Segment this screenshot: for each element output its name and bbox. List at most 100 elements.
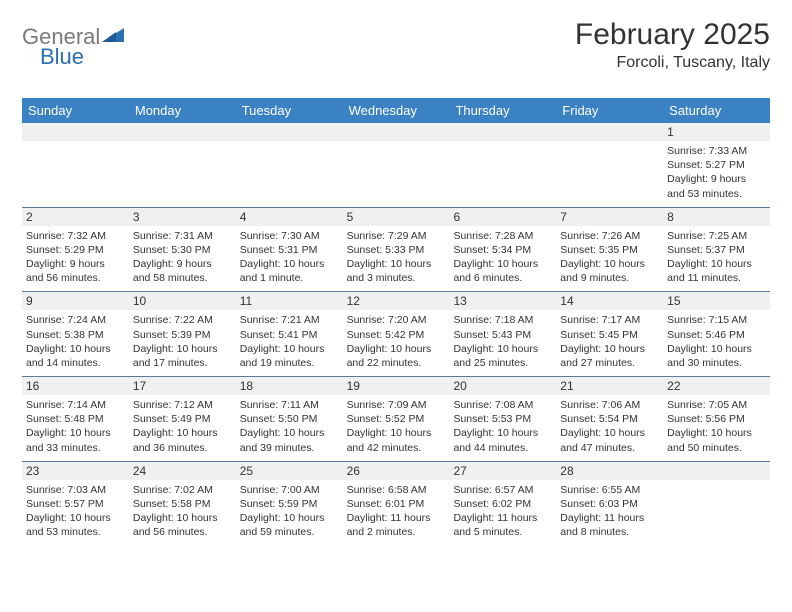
day-number bbox=[22, 123, 129, 141]
day-line: Sunrise: 7:18 AM bbox=[453, 313, 552, 327]
day-number: 23 bbox=[22, 462, 129, 480]
day-cell: Sunrise: 7:21 AMSunset: 5:41 PMDaylight:… bbox=[236, 310, 343, 376]
day-line: and 11 minutes. bbox=[667, 271, 766, 285]
day-cell: Sunrise: 6:57 AMSunset: 6:02 PMDaylight:… bbox=[449, 480, 556, 546]
day-number: 25 bbox=[236, 462, 343, 480]
day-line: Sunrise: 7:29 AM bbox=[347, 229, 446, 243]
day-line: Sunset: 5:57 PM bbox=[26, 497, 125, 511]
day-line: and 14 minutes. bbox=[26, 356, 125, 370]
day-number bbox=[449, 123, 556, 141]
weekday-monday: Monday bbox=[129, 98, 236, 123]
day-line: Sunset: 5:29 PM bbox=[26, 243, 125, 257]
day-number: 13 bbox=[449, 292, 556, 310]
day-line: Sunrise: 7:06 AM bbox=[560, 398, 659, 412]
day-line: Sunrise: 7:08 AM bbox=[453, 398, 552, 412]
day-cell: Sunrise: 7:06 AMSunset: 5:54 PMDaylight:… bbox=[556, 395, 663, 461]
day-cell bbox=[236, 141, 343, 207]
day-line: and 56 minutes. bbox=[26, 271, 125, 285]
day-line: Sunrise: 7:11 AM bbox=[240, 398, 339, 412]
day-number: 1 bbox=[663, 123, 770, 141]
week-row: Sunrise: 7:14 AMSunset: 5:48 PMDaylight:… bbox=[22, 395, 770, 462]
month-title: February 2025 bbox=[575, 18, 770, 52]
day-line: Daylight: 10 hours bbox=[667, 342, 766, 356]
day-line: Daylight: 10 hours bbox=[26, 342, 125, 356]
day-line: and 58 minutes. bbox=[133, 271, 232, 285]
day-line: Daylight: 10 hours bbox=[347, 257, 446, 271]
day-line: Sunrise: 7:09 AM bbox=[347, 398, 446, 412]
day-number: 27 bbox=[449, 462, 556, 480]
week-row: Sunrise: 7:32 AMSunset: 5:29 PM Daylight:… bbox=[22, 226, 770, 293]
day-number-band: 16171819202122 bbox=[22, 377, 770, 395]
day-cell: Sunrise: 7:02 AMSunset: 5:58 PMDaylight:… bbox=[129, 480, 236, 546]
day-line: Sunset: 5:54 PM bbox=[560, 412, 659, 426]
day-line: Sunrise: 7:00 AM bbox=[240, 483, 339, 497]
day-line: Sunrise: 7:21 AM bbox=[240, 313, 339, 327]
day-number bbox=[663, 462, 770, 480]
day-line: and 50 minutes. bbox=[667, 441, 766, 455]
day-line: Sunset: 6:01 PM bbox=[347, 497, 446, 511]
day-line: Daylight: 10 hours bbox=[240, 257, 339, 271]
day-cell: Sunrise: 7:28 AMSunset: 5:34 PMDaylight:… bbox=[449, 226, 556, 292]
day-number: 22 bbox=[663, 377, 770, 395]
day-line: Sunset: 5:56 PM bbox=[667, 412, 766, 426]
day-line: Sunset: 5:27 PM bbox=[667, 158, 766, 172]
day-cell: Sunrise: 6:58 AMSunset: 6:01 PMDaylight:… bbox=[343, 480, 450, 546]
day-line: and 8 minutes. bbox=[560, 525, 659, 539]
day-line: Daylight: 10 hours bbox=[240, 426, 339, 440]
day-line: Sunrise: 7:02 AM bbox=[133, 483, 232, 497]
day-cell: Sunrise: 7:17 AMSunset: 5:45 PMDaylight:… bbox=[556, 310, 663, 376]
day-cell: Sunrise: 7:24 AMSunset: 5:38 PMDaylight:… bbox=[22, 310, 129, 376]
day-line: and 39 minutes. bbox=[240, 441, 339, 455]
day-line: Sunrise: 7:32 AM bbox=[26, 229, 125, 243]
day-line: Sunset: 5:41 PM bbox=[240, 328, 339, 342]
day-line: Daylight: 10 hours bbox=[453, 342, 552, 356]
day-line: Sunset: 5:35 PM bbox=[560, 243, 659, 257]
day-number: 21 bbox=[556, 377, 663, 395]
day-line: Daylight: 10 hours bbox=[240, 511, 339, 525]
week-row: Sunrise: 7:33 AMSunset: 5:27 PMDaylight:… bbox=[22, 141, 770, 208]
day-cell: Sunrise: 7:26 AMSunset: 5:35 PMDaylight:… bbox=[556, 226, 663, 292]
day-line: and 9 minutes. bbox=[560, 271, 659, 285]
day-line: Sunrise: 7:03 AM bbox=[26, 483, 125, 497]
day-line: and 56 minutes. bbox=[133, 525, 232, 539]
calendar: Sunday Monday Tuesday Wednesday Thursday… bbox=[22, 98, 770, 545]
day-line: Sunset: 5:52 PM bbox=[347, 412, 446, 426]
day-number bbox=[129, 123, 236, 141]
day-line: and 19 minutes. bbox=[240, 356, 339, 370]
weekday-saturday: Saturday bbox=[663, 98, 770, 123]
day-number: 4 bbox=[236, 208, 343, 226]
day-number: 14 bbox=[556, 292, 663, 310]
weeks-container: 1Sunrise: 7:33 AMSunset: 5:27 PMDaylight… bbox=[22, 123, 770, 545]
day-number: 6 bbox=[449, 208, 556, 226]
day-number: 28 bbox=[556, 462, 663, 480]
day-cell: Sunrise: 7:18 AMSunset: 5:43 PMDaylight:… bbox=[449, 310, 556, 376]
day-line: and 33 minutes. bbox=[26, 441, 125, 455]
logo-text-blue-wrap: Blue bbox=[40, 44, 84, 70]
day-cell: Sunrise: 7:32 AMSunset: 5:29 PMDaylight:… bbox=[22, 226, 129, 292]
day-line: and 47 minutes. bbox=[560, 441, 659, 455]
day-line: Daylight: 10 hours bbox=[347, 426, 446, 440]
location-subtitle: Forcoli, Tuscany, Italy bbox=[575, 54, 770, 72]
day-number: 16 bbox=[22, 377, 129, 395]
day-line: Sunset: 5:34 PM bbox=[453, 243, 552, 257]
day-line: and 27 minutes. bbox=[560, 356, 659, 370]
weekday-wednesday: Wednesday bbox=[343, 98, 450, 123]
day-line: Sunset: 6:03 PM bbox=[560, 497, 659, 511]
day-line: and 2 minutes. bbox=[347, 525, 446, 539]
day-line: Daylight: 9 hours bbox=[667, 172, 766, 186]
day-number bbox=[236, 123, 343, 141]
day-line: Daylight: 10 hours bbox=[453, 426, 552, 440]
day-number-band: 9101112131415 bbox=[22, 292, 770, 310]
day-number: 8 bbox=[663, 208, 770, 226]
day-number: 12 bbox=[343, 292, 450, 310]
day-line: Daylight: 11 hours bbox=[560, 511, 659, 525]
day-line: Daylight: 10 hours bbox=[133, 342, 232, 356]
day-line: Sunrise: 7:26 AM bbox=[560, 229, 659, 243]
day-number: 3 bbox=[129, 208, 236, 226]
day-cell: Sunrise: 7:09 AMSunset: 5:52 PMDaylight:… bbox=[343, 395, 450, 461]
day-line: Sunrise: 7:24 AM bbox=[26, 313, 125, 327]
day-line: and 44 minutes. bbox=[453, 441, 552, 455]
day-line: and 42 minutes. bbox=[347, 441, 446, 455]
day-line: Sunset: 5:59 PM bbox=[240, 497, 339, 511]
week-row: Sunrise: 7:03 AMSunset: 5:57 PM Daylight:… bbox=[22, 480, 770, 546]
